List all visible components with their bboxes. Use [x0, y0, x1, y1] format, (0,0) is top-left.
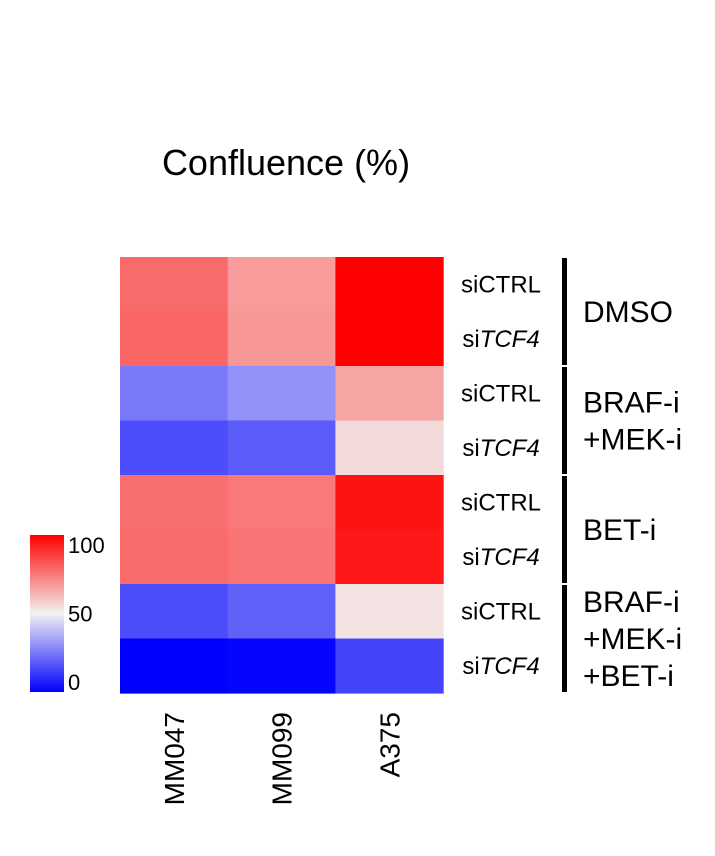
group-label: +MEK-i [583, 424, 682, 457]
heatmap-cell [120, 366, 229, 422]
row-label: siCTRL [461, 489, 541, 516]
heatmap-cell [120, 257, 229, 313]
row-label: siTCF4 [462, 653, 539, 680]
legend-tick-label: 0 [68, 670, 80, 695]
heatmap-cell [335, 529, 444, 585]
legend-tick-label: 100 [68, 533, 105, 558]
group-label: +BET-i [583, 660, 674, 693]
color-legend: 0 50 100 [30, 533, 105, 695]
row-label: siCTRL [461, 380, 541, 407]
group-bracket [562, 585, 567, 692]
heatmap-cell [120, 584, 229, 640]
group-label: DMSO [583, 296, 673, 329]
heatmap-cell [227, 638, 336, 694]
row-label: siTCF4 [462, 435, 539, 462]
heatmap-cell [227, 584, 336, 640]
chart-title: Confluence (%) [162, 142, 410, 183]
group-bracket [562, 367, 567, 474]
heatmap-cell [335, 311, 444, 367]
heatmap-cell [227, 529, 336, 585]
column-labels: MM047 MM099 A375 [159, 712, 405, 805]
heatmap-cell [120, 420, 229, 476]
group-label: BET-i [583, 514, 656, 547]
group-label: BRAF-i [583, 387, 680, 420]
group-labels: DMSO BRAF-i +MEK-i BET-i BRAF-i +MEK-i +BET-i [562, 258, 682, 693]
heatmap-cell [335, 475, 444, 531]
row-label: siCTRL [461, 271, 541, 298]
legend-colorbar [30, 535, 64, 692]
row-label: siTCF4 [462, 326, 539, 353]
heatmap-cells [120, 257, 444, 694]
group-label: BRAF-i [583, 586, 680, 619]
heatmap-cell [120, 529, 229, 585]
heatmap-cell [227, 257, 336, 313]
heatmap-cell [120, 311, 229, 367]
group-bracket [562, 476, 567, 583]
row-labels: siCTRL siTCF4 siCTRL siTCF4 siCTRL siTCF4 siCT… [461, 271, 541, 680]
heatmap-cell [335, 584, 444, 640]
heatmap-cell [227, 475, 336, 531]
column-label: MM047 [159, 712, 190, 805]
heatmap-cell [335, 638, 444, 694]
row-label: siTCF4 [462, 544, 539, 571]
heatmap-cell [120, 638, 229, 694]
column-label: A375 [374, 712, 405, 777]
heatmap-cell [227, 366, 336, 422]
heatmap-cell [335, 257, 444, 313]
heatmap-cell [227, 311, 336, 367]
group-bracket [562, 258, 567, 365]
column-label: MM099 [267, 712, 298, 805]
heatmap-cell [335, 420, 444, 476]
heatmap-cell [335, 366, 444, 422]
heatmap-cell [227, 420, 336, 476]
group-label: +MEK-i [583, 623, 682, 656]
row-label: siCTRL [461, 598, 541, 625]
heatmap-cell [120, 475, 229, 531]
legend-tick-label: 50 [68, 602, 92, 627]
